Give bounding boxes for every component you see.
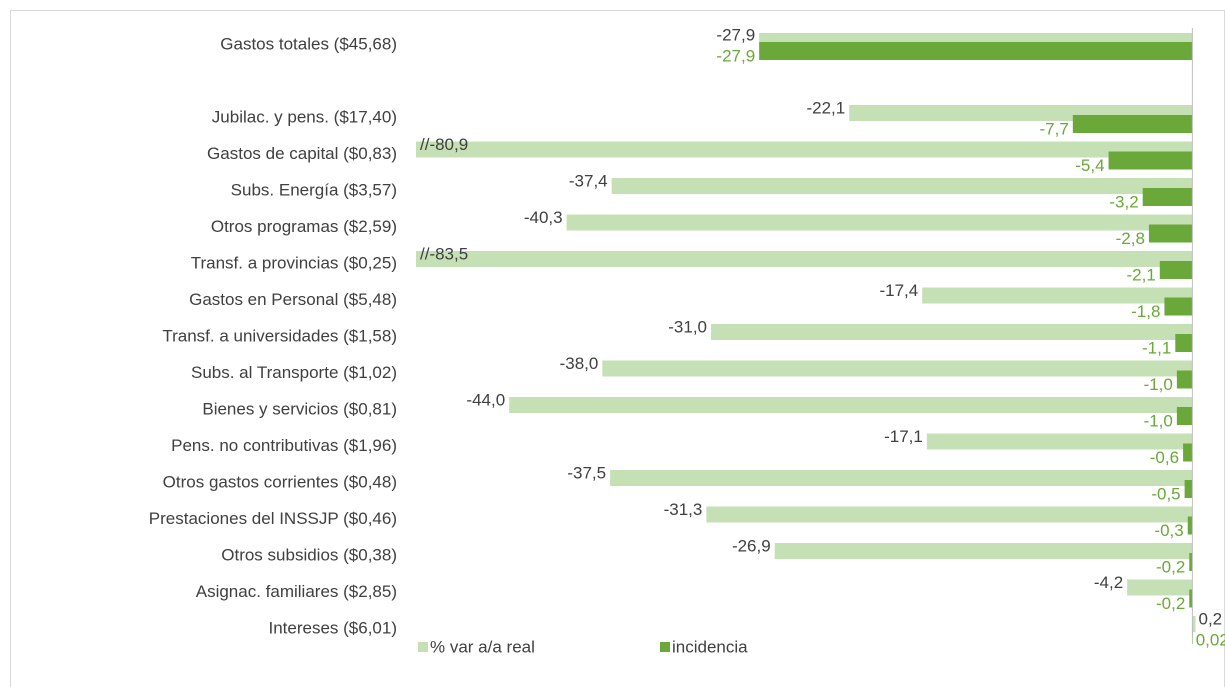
incidence-bar [1187, 516, 1193, 535]
value-label: -37,4 [569, 171, 608, 190]
var-bar [602, 360, 1193, 377]
value-label: //-83,5 [420, 244, 468, 263]
category-label: Otros subsidios ($0,38) [221, 545, 397, 564]
category-label: Gastos en Personal ($5,48) [189, 290, 397, 309]
var-bar [1127, 579, 1193, 596]
category-label: Pens. no contributivas ($1,96) [171, 436, 397, 455]
value-label: -37,5 [567, 463, 606, 482]
legend-swatch [660, 642, 670, 652]
incidence-bar [1148, 224, 1193, 243]
incidence-bar [1108, 151, 1193, 170]
value-label: -0,2 [1156, 557, 1185, 576]
value-label: -0,2 [1156, 594, 1185, 613]
category-label: Otros programas ($2,59) [211, 217, 397, 236]
legend-swatch [418, 642, 428, 652]
value-label: -22,1 [806, 98, 845, 117]
category-label: Subs. al Transporte ($1,02) [191, 363, 397, 382]
incidence-bar [759, 42, 1193, 60]
value-label: -1,8 [1131, 302, 1160, 321]
var-bar [416, 141, 1193, 158]
value-label: -31,0 [668, 317, 707, 336]
value-label: -44,0 [466, 390, 505, 409]
var-bar [922, 287, 1193, 304]
category-label: Bienes y servicios ($0,81) [202, 399, 397, 418]
var-bar [926, 433, 1193, 450]
value-label: -1,0 [1144, 375, 1173, 394]
legend-label: % var a/a real [430, 637, 535, 656]
value-label: -1,1 [1142, 338, 1171, 357]
incidence-bar [1184, 480, 1193, 498]
var-bar [416, 251, 1193, 267]
var-bar [610, 470, 1193, 486]
value-label: -0,5 [1151, 484, 1180, 503]
value-label: -31,3 [664, 500, 703, 519]
category-label: Prestaciones del INSSJP ($0,46) [149, 509, 397, 528]
incidence-bar [1189, 589, 1193, 608]
value-label: -27,9 [716, 46, 755, 65]
incidence-bar [1176, 370, 1193, 389]
var-bar [509, 397, 1193, 413]
value-label: -2,1 [1126, 265, 1155, 284]
incidence-bar [1183, 443, 1193, 462]
value-label: //-80,9 [420, 135, 468, 154]
value-label: -3,2 [1109, 192, 1138, 211]
category-label: Gastos totales ($45,68) [220, 34, 397, 53]
category-label: Transf. a universidades ($1,58) [162, 326, 397, 345]
var-bar [711, 324, 1193, 340]
category-label: Subs. Energía ($3,57) [231, 180, 397, 199]
var-bar [566, 214, 1193, 231]
var-bar [774, 543, 1193, 559]
category-label: Intereses ($6,01) [268, 618, 397, 637]
value-label: -0,6 [1150, 448, 1179, 467]
legend-label: incidencia [672, 637, 748, 656]
var-bar [1192, 616, 1196, 632]
var-bar [611, 178, 1193, 194]
value-label: -17,1 [884, 427, 923, 446]
value-label: -7,7 [1040, 119, 1069, 138]
incidence-bar [1159, 261, 1193, 279]
incidence-bar [1175, 334, 1193, 352]
category-label: Transf. a provincias ($0,25) [191, 253, 397, 272]
var-bar [759, 33, 1193, 43]
incidence-bar [1164, 297, 1193, 316]
incidence-bar [1189, 553, 1193, 571]
category-label: Otros gastos corrientes ($0,48) [163, 472, 397, 491]
incidence-bar [1142, 188, 1193, 206]
value-label: 0,02 [1196, 630, 1225, 649]
var-bar [706, 506, 1193, 523]
value-label: -27,9 [716, 25, 755, 44]
value-label: -5,4 [1075, 156, 1104, 175]
incidence-bar [1176, 407, 1193, 425]
category-label: Gastos de capital ($0,83) [207, 144, 397, 163]
value-label: -2,8 [1116, 229, 1145, 248]
value-label: -1,0 [1144, 411, 1173, 430]
category-label: Jubilac. y pens. ($17,40) [212, 107, 397, 126]
value-label: -0,3 [1154, 521, 1183, 540]
value-label: -4,2 [1094, 573, 1123, 592]
value-label: -40,3 [524, 208, 563, 227]
incidence-bar [1072, 115, 1193, 133]
plot-area [416, 33, 1196, 644]
value-label: 0,2 [1198, 609, 1222, 628]
value-label: -17,4 [879, 281, 918, 300]
value-label: -26,9 [732, 536, 771, 555]
value-label: -38,0 [560, 354, 599, 373]
category-label: Asignac. familiares ($2,85) [196, 582, 397, 601]
